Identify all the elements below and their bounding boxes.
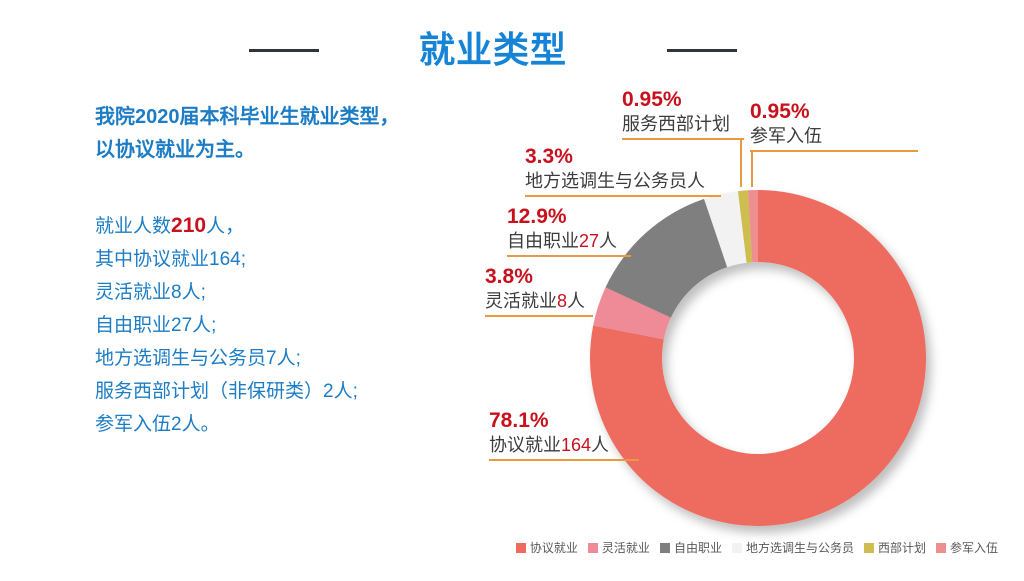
leader-line-army <box>751 150 753 187</box>
legend-swatch-2 <box>659 542 670 553</box>
callout-flexible-percent: 3.8% <box>485 265 533 288</box>
callout-flexible-label: 灵活就业8人 <box>485 290 593 313</box>
stat-line: 其中协议就业164; <box>95 249 246 270</box>
callout-flexible-number: 8 <box>557 291 568 311</box>
intro-line-1: 我院2020届本科毕业生就业类型， <box>95 106 400 128</box>
callout-civil-servant-label: 地方选调生与公务员人 <box>525 171 705 191</box>
legend-swatch-5 <box>935 542 946 553</box>
legend-item-0: 协议就业 <box>515 539 578 556</box>
callout-army: 0.95% 参军入伍 <box>750 98 918 152</box>
legend-item-4: 西部计划 <box>863 539 926 556</box>
legend-label-0: 协议就业 <box>529 541 578 555</box>
callout-freelance: 12.9% 自由职业27人 <box>507 203 631 257</box>
callout-agreement-suffix: 人 <box>591 435 610 455</box>
stat-line: 地方选调生与公务员7人; <box>95 348 301 369</box>
title-row: 就业类型 <box>0 30 986 70</box>
stat-line-total: 就业人数210人， <box>95 209 475 243</box>
donut-slice-1 <box>593 287 671 340</box>
legend-swatch-4 <box>863 542 874 553</box>
callout-agreement-label: 协议就业164人 <box>489 434 639 457</box>
donut-slice-3 <box>704 191 747 268</box>
legend-swatch-1 <box>587 542 598 553</box>
callout-west-plan-percent: 0.95% <box>622 88 682 111</box>
callout-civil-servant: 3.3% 地方选调生与公务员人 <box>525 143 721 197</box>
stat-total-number: 210 <box>171 214 207 237</box>
legend-item-2: 自由职业 <box>659 539 722 556</box>
stat-line: 自由职业27人; <box>95 315 217 336</box>
donut-slice-2 <box>605 198 728 318</box>
callout-agreement-percent: 78.1% <box>489 409 549 432</box>
legend-label-2: 自由职业 <box>673 541 722 555</box>
callout-freelance-percent: 12.9% <box>507 205 567 228</box>
callout-freelance-suffix: 人 <box>599 231 618 251</box>
legend-label-4: 西部计划 <box>877 541 926 555</box>
stat-line: 服务西部计划（非保研类）2人; <box>95 381 358 402</box>
legend-item-1: 灵活就业 <box>587 539 650 556</box>
callout-army-label: 参军入伍 <box>750 126 822 146</box>
callout-flexible: 3.8% 灵活就业8人 <box>485 263 593 317</box>
stat-total-suffix: 人， <box>206 216 245 237</box>
chart-legend: 协议就业 灵活就业 自由职业 地方选调生与公务员 西部计划 参军入伍 <box>515 539 998 556</box>
legend-label-1: 灵活就业 <box>601 541 650 555</box>
donut-slice-0 <box>590 190 927 526</box>
callout-agreement-number: 164 <box>561 435 592 455</box>
donut-slice-5 <box>747 190 758 263</box>
callout-flexible-suffix: 人 <box>567 291 586 311</box>
legend-swatch-3 <box>731 542 742 553</box>
donut-slice-4 <box>737 190 753 263</box>
intro-line-2: 以协议就业为主。 <box>95 139 255 161</box>
callout-agreement: 78.1% 协议就业164人 <box>489 407 639 461</box>
stats-block: 就业人数210人， 其中协议就业164; 灵活就业8人; 自由职业27人; 地方… <box>95 209 475 441</box>
legend-label-5: 参军入伍 <box>949 541 998 555</box>
stat-line: 参军入伍2人。 <box>95 414 220 435</box>
intro-text: 我院2020届本科毕业生就业类型， 以协议就业为主。 <box>95 101 465 167</box>
callout-west-plan-label: 服务西部计划 <box>622 114 730 134</box>
callout-civil-servant-percent: 3.3% <box>525 145 573 168</box>
callout-freelance-text: 自由职业 <box>507 231 579 251</box>
title-flank-line-right <box>667 48 737 52</box>
page-title: 就业类型 <box>418 29 567 70</box>
callout-flexible-text: 灵活就业 <box>485 291 557 311</box>
legend-item-3: 地方选调生与公务员 <box>731 539 854 556</box>
legend-swatch-0 <box>515 542 526 553</box>
callout-freelance-label: 自由职业27人 <box>507 230 631 253</box>
callout-west-plan: 0.95% 服务西部计划 <box>622 86 744 140</box>
callout-agreement-text: 协议就业 <box>489 435 561 455</box>
callout-freelance-number: 27 <box>579 231 600 251</box>
title-flank-line-left <box>248 48 319 52</box>
stat-total-prefix: 就业人数 <box>95 216 172 237</box>
legend-label-3: 地方选调生与公务员 <box>745 541 854 555</box>
callout-army-percent: 0.95% <box>750 100 810 123</box>
leader-line-west-plan <box>740 139 742 187</box>
stat-line: 灵活就业8人; <box>95 282 206 303</box>
legend-item-5: 参军入伍 <box>935 539 998 556</box>
